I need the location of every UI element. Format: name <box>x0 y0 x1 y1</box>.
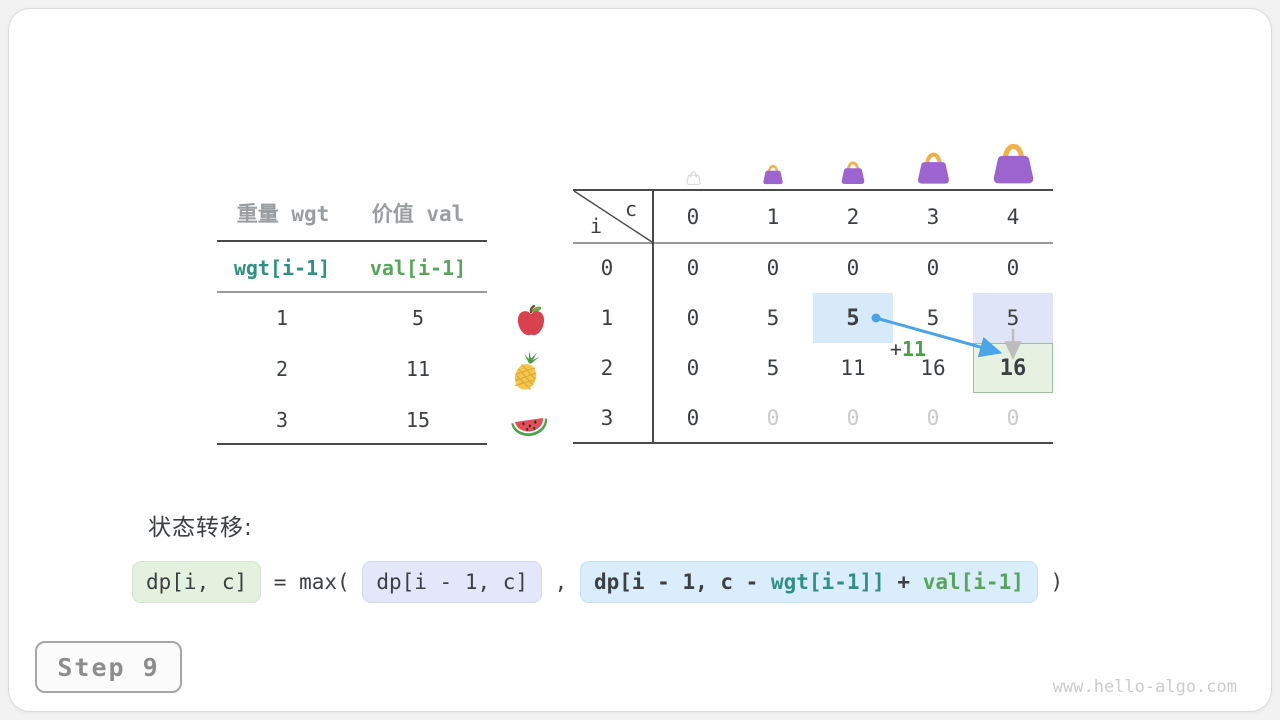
pineapple-icon <box>507 350 547 392</box>
dp-table-rule-bottom <box>573 442 1053 444</box>
dp-cell-i2-c0: 0 <box>686 356 700 380</box>
items-table-val-index: val[i-1] <box>369 256 467 280</box>
add-value-number: 11 <box>901 337 927 361</box>
add-value-annotation: +11 <box>878 337 938 361</box>
items-table-cell-val-0: 5 <box>411 306 425 330</box>
items-table-header-wgt: 重量 wgt <box>236 202 330 226</box>
bag-icon-capacity-2 <box>840 158 866 185</box>
formula-arg2-val: val[i-1] <box>922 570 1024 594</box>
dp-corner-col-var: c <box>625 197 638 221</box>
dp-cell-i3-c4: 0 <box>1006 406 1020 430</box>
step-badge: Step 9 <box>35 641 182 693</box>
dp-cell-i1-c4: 5 <box>973 293 1053 343</box>
dp-cell-i0-c2: 0 <box>846 256 860 280</box>
bag-icon-capacity-3 <box>916 148 951 185</box>
dp-col-header-1: 1 <box>766 204 780 229</box>
dp-row-header-1: 1 <box>600 306 614 330</box>
dp-table-rule-vertical <box>652 189 654 444</box>
dp-cell-i2-c4: 16 <box>973 343 1053 393</box>
items-table-cell-wgt-0: 1 <box>275 306 289 330</box>
dp-cell-i1-c3: 5 <box>926 306 940 330</box>
dp-cell-i3-c0: 0 <box>686 406 700 430</box>
items-table-rule-mid <box>217 291 487 293</box>
dp-cell-i3-c1: 0 <box>766 406 780 430</box>
dp-col-header-2: 2 <box>846 204 860 229</box>
dp-row-header-2: 2 <box>600 356 614 380</box>
bag-icon-capacity-0 <box>685 169 701 185</box>
dp-cell-i1-c0: 0 <box>686 306 700 330</box>
dp-row-header-3: 3 <box>600 406 614 430</box>
dp-cell-i3-c3: 0 <box>926 406 940 430</box>
dp-col-header-0: 0 <box>686 204 700 229</box>
dp-cell-i1-c1: 5 <box>766 306 780 330</box>
apple-icon <box>513 303 549 339</box>
items-table-rule-bottom <box>217 443 487 445</box>
formula-arg2-plus: + <box>884 570 923 594</box>
items-table-header-val: 价值 val <box>371 202 465 226</box>
dp-cell-i2-c3: 16 <box>920 356 946 380</box>
formula-arg2-pill: dp[i - 1, c - wgt[i-1]] + val[i-1] <box>579 561 1038 603</box>
items-table-cell-val-1: 11 <box>405 357 431 381</box>
items-table-cell-wgt-2: 3 <box>275 408 289 432</box>
dp-table-rule-header <box>573 242 1053 244</box>
add-value-plus: + <box>889 337 902 361</box>
dp-corner-cell: c i <box>573 190 653 243</box>
state-transition-label: 状态转移: <box>148 515 253 541</box>
dp-cell-i2-c2: 11 <box>840 356 866 380</box>
dp-col-header-3: 3 <box>926 204 940 229</box>
dp-cell-i2-c1: 5 <box>766 356 780 380</box>
formula-lhs-pill: dp[i, c] <box>132 561 262 603</box>
formula-arg2-dp: dp[i - 1, c - <box>593 570 771 594</box>
dp-cell-i0-c0: 0 <box>686 256 700 280</box>
dp-corner-row-var: i <box>590 214 603 238</box>
dp-cell-i3-c2: 0 <box>846 406 860 430</box>
items-table-wgt-index: wgt[i-1] <box>233 256 331 280</box>
corner-diagonal-line <box>573 190 653 243</box>
dp-cell-i0-c3: 0 <box>926 256 940 280</box>
dp-row-header-0: 0 <box>600 256 614 280</box>
formula-close-paren: ) <box>1037 570 1064 594</box>
formula-comma: , <box>542 570 580 594</box>
dp-cell-i0-c1: 0 <box>766 256 780 280</box>
items-table-cell-val-2: 15 <box>405 408 431 432</box>
dp-col-header-4: 4 <box>1006 204 1020 229</box>
state-transition-formula: dp[i, c] = max( dp[i - 1, c] , dp[i - 1,… <box>132 560 1063 604</box>
dp-table-rule-top <box>573 189 1053 191</box>
dp-cell-i0-c4: 0 <box>1006 256 1020 280</box>
items-table-rule-top <box>217 240 487 242</box>
watermelon-icon <box>508 404 550 436</box>
formula-arg1-pill: dp[i - 1, c] <box>362 561 543 603</box>
items-table-cell-wgt-1: 2 <box>275 357 289 381</box>
watermark-url: www.hello-algo.com <box>1052 677 1237 697</box>
bag-icon-capacity-4 <box>991 138 1036 185</box>
formula-arg2-wgt: wgt[i-1]] <box>770 570 885 594</box>
bag-icon-capacity-1 <box>762 162 784 185</box>
formula-equals-max: = max( <box>261 570 363 594</box>
dp-cell-i1-c2: 5 <box>813 293 893 343</box>
